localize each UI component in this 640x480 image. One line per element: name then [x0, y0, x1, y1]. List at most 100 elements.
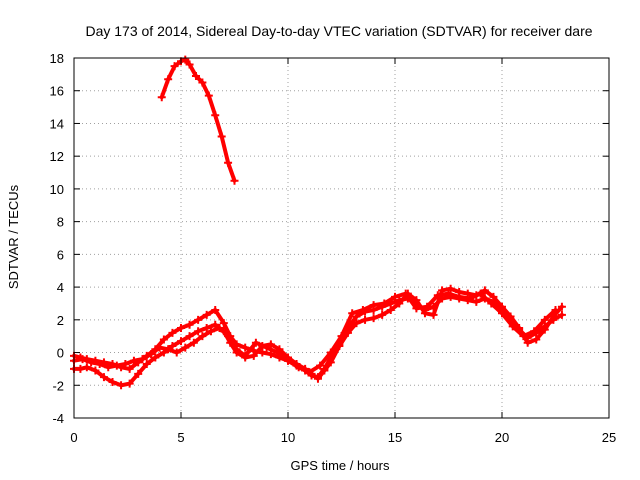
data-point [523, 338, 532, 347]
data-point [189, 338, 198, 347]
data-point [266, 340, 275, 349]
data-point [185, 332, 194, 341]
data-point [294, 363, 303, 372]
data-point [129, 356, 138, 365]
data-point [433, 291, 442, 300]
data-point [78, 355, 87, 364]
y-tick-label: 2 [57, 313, 64, 328]
series-branch-high [157, 55, 239, 185]
data-point [251, 338, 260, 347]
data-point [155, 343, 164, 352]
data-point [177, 324, 185, 332]
data-point [455, 292, 464, 301]
data-point [551, 306, 560, 314]
data-point [76, 364, 85, 373]
data-point [358, 306, 367, 314]
data-point [177, 337, 185, 346]
data-point [134, 369, 143, 378]
data-point [262, 343, 271, 352]
y-axis-label: SDTVAR / TECUs [6, 184, 21, 289]
data-point [313, 374, 322, 383]
data-point [401, 289, 410, 298]
data-point [151, 353, 160, 362]
data-point [202, 324, 211, 332]
data-point [168, 342, 177, 350]
data-point [147, 350, 156, 359]
chart-title: Day 173 of 2014, Sidereal Day-to-day VTE… [85, 23, 592, 39]
data-point [230, 176, 239, 185]
data-point [540, 315, 549, 324]
data-point [185, 60, 194, 69]
y-tick-label: 6 [57, 247, 64, 262]
data-point [191, 72, 200, 80]
data-point [273, 348, 282, 357]
data-point [369, 314, 378, 323]
data-point [194, 327, 203, 336]
data-point [232, 345, 241, 354]
y-tick-label: 10 [50, 182, 64, 197]
x-tick-label: 15 [388, 430, 402, 445]
grid-lines [74, 58, 609, 418]
data-point [138, 355, 147, 364]
data-point [211, 320, 220, 329]
data-point [519, 332, 528, 341]
series-branch-main-c [70, 289, 560, 377]
data-point [444, 289, 453, 298]
x-tick-label: 0 [70, 430, 77, 445]
data-point [420, 309, 429, 318]
data-point [348, 309, 357, 318]
data-point [391, 292, 399, 301]
y-tick-label: 16 [50, 84, 64, 99]
plot-frame [73, 57, 610, 419]
data-point [429, 310, 438, 319]
x-tick-label: 20 [495, 430, 509, 445]
data-point [125, 364, 134, 373]
x-axis-label: GPS time / hours [291, 458, 390, 473]
data-point [540, 325, 549, 334]
data-point [164, 345, 173, 354]
data-point [326, 348, 335, 357]
data-point [380, 299, 389, 308]
data-point [121, 360, 130, 368]
data-point [337, 332, 346, 341]
data-point [326, 358, 335, 367]
data-point [423, 302, 432, 311]
data-point [249, 351, 258, 360]
data-point [117, 381, 126, 390]
data-point [224, 158, 233, 167]
data-point [508, 322, 517, 331]
data-point [241, 351, 250, 360]
data-point [159, 335, 168, 344]
y-tick-label: 8 [57, 215, 64, 230]
data-point [284, 356, 292, 365]
y-tick-label: -2 [52, 378, 64, 393]
data-point [87, 358, 96, 367]
data-point [82, 363, 91, 372]
data-point [305, 368, 314, 377]
data-point [395, 299, 404, 308]
data-point [142, 360, 151, 368]
axis-ticks [73, 57, 610, 419]
data-point [206, 327, 215, 336]
data-point [557, 310, 566, 319]
data-point [185, 320, 194, 329]
data-point [112, 361, 121, 370]
y-tick-label: 12 [50, 149, 64, 164]
data-point [343, 328, 352, 337]
data-point [532, 335, 541, 344]
data-point [181, 343, 190, 352]
data-point [215, 324, 224, 332]
data-point [95, 360, 104, 368]
data-point [211, 111, 220, 120]
data-point [181, 55, 190, 64]
data-point [316, 361, 325, 370]
data-point [204, 91, 213, 100]
data-point [219, 319, 228, 328]
series-trace [159, 57, 237, 183]
data-point [498, 309, 506, 318]
data-point [369, 301, 378, 310]
data-point [378, 310, 387, 319]
data-point [489, 292, 498, 301]
data-point [172, 348, 181, 357]
